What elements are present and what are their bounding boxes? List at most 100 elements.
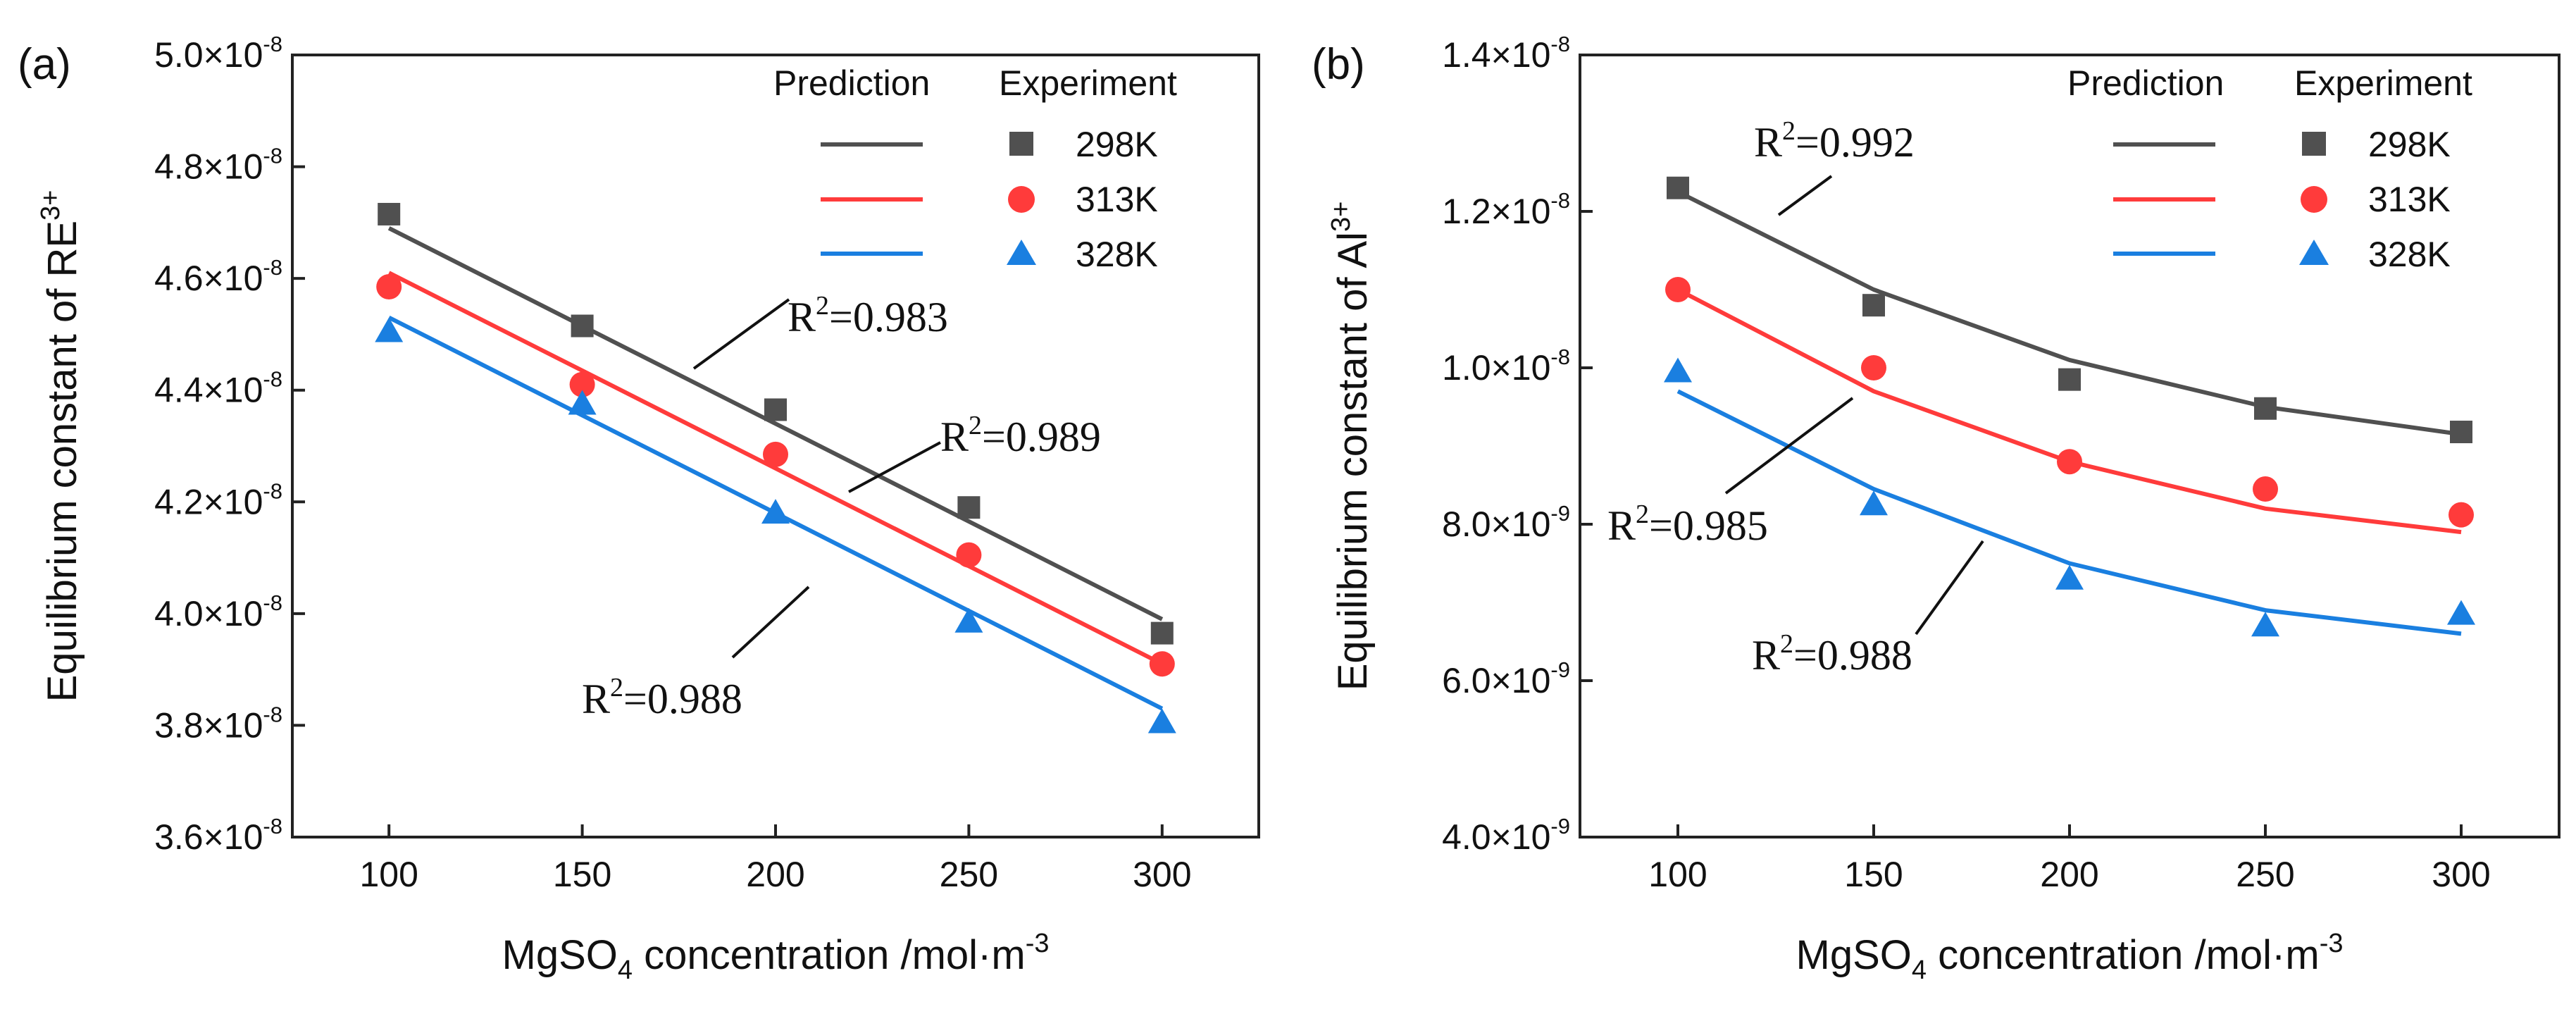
prediction-line-298k [1676,190,2462,437]
prediction-line-313k [387,271,1164,666]
y-tick-label: 6.0×10-9 [1442,657,1570,700]
legend-label-313k: 313K [1076,180,1158,219]
panel-a-prediction-lines [387,226,1164,711]
experiment-point-298k [2254,397,2277,420]
experiment-point-313k [1861,355,1886,380]
y-tick-label: 4.0×10-8 [154,590,282,633]
experiment-point-328k [2447,600,2475,625]
experiment-point-298k [764,398,787,421]
y-tick-label: 4.8×10-8 [154,144,282,187]
x-tick-label: 150 [1844,855,1903,894]
annotation-leader-b-313k [1724,397,1854,495]
y-tick-label: 3.8×10-8 [154,702,282,745]
panel-a-annotations: R2=0.983 R2=0.989 R2=0.988 [582,291,1101,722]
experiment-point-328k [761,499,790,524]
x-tick-label: 100 [1648,855,1707,894]
legend-experiment-header: Experiment [2294,63,2472,103]
legend-prediction-header: Prediction [2067,63,2224,103]
panel-a-y-ticks: 3.6×10-8 3.8×10-8 4.0×10-8 4.2×10-8 4.4×10-8… [154,32,305,857]
panel-b-plot-frame [1579,54,2561,838]
legend-marker-328k [1007,240,1036,265]
experiment-point-328k [1147,708,1176,733]
experiment-point-328k [1860,490,1888,516]
annotation-leader-b-298k [1777,175,1833,216]
legend-label-328k: 328K [2368,235,2451,274]
y-tick-label: 4.6×10-8 [154,255,282,298]
annotation-leader-b-328k [1915,540,1984,636]
legend-label-313k: 313K [2368,180,2451,219]
prediction-line-298k [387,226,1164,621]
annotation-a-328k: R2=0.988 [582,673,742,722]
experiment-point-298k [1150,621,1174,645]
y-tick-label: 1.0×10-8 [1442,345,1570,388]
panel-b-legend: Prediction Experiment 298K 313K 328K [2067,63,2472,274]
legend-label-298k: 298K [2368,125,2451,164]
legend-marker-298k [1009,132,1033,156]
annotation-a-313k: R2=0.989 [940,411,1101,460]
experiment-point-298k [1862,294,1885,317]
annotation-b-298k: R2=0.992 [1754,116,1915,166]
annotation-leader-a-298k [692,298,790,370]
x-tick-label: 200 [746,855,804,894]
panel-a-x-axis-title: MgSO4 concentration /mol·m-3 [502,929,1050,985]
experiment-point-313k [956,542,982,568]
experiment-point-328k [568,390,597,415]
y-tick-label: 4.4×10-8 [154,367,282,410]
panel-b-annotations: R2=0.992 R2=0.985 R2=0.988 [1607,116,1984,679]
y-tick-label: 4.2×10-8 [154,478,282,521]
annotation-b-313k: R2=0.985 [1607,500,1768,549]
legend-label-328k: 328K [1076,235,1158,274]
experiment-point-313k [569,371,595,397]
x-tick-label: 250 [2236,855,2294,894]
annotation-b-328k: R2=0.988 [1752,629,1912,679]
experiment-point-313k [2253,476,2278,502]
y-tick-label: 8.0×10-9 [1442,501,1570,544]
legend-experiment-header: Experiment [999,63,1177,103]
experiment-point-298k [2450,421,2472,444]
annotation-a-298k: R2=0.983 [788,291,948,340]
experiment-point-313k [1665,277,1691,302]
experiment-point-313k [376,274,402,300]
legend-marker-328k [2299,240,2329,265]
annotation-leader-a-313k [848,441,941,493]
x-tick-label: 100 [359,855,418,894]
panel-a-y-axis-title: Equilibrium constant of RE3+ [36,190,85,702]
y-tick-label: 4.0×10-9 [1442,814,1570,857]
x-tick-label: 200 [2040,855,2098,894]
panel-a-legend: Prediction Experiment 298K 313K 328K [773,63,1177,274]
panel-b-x-axis-title: MgSO4 concentration /mol·m-3 [1796,929,2344,985]
panel-a-x-ticks: 100 150 200 250 300 [359,824,1192,894]
experiment-point-328k [954,607,983,633]
panel-a: (a) 100 150 200 250 300 3.6×10-8 3.8×10-8 4.0×… [18,32,1260,985]
y-tick-label: 3.6×10-8 [154,814,282,857]
experiment-point-298k [2058,368,2081,391]
y-tick-label: 1.2×10-8 [1442,188,1570,231]
prediction-line-328k [1676,389,2462,636]
y-tick-label: 1.4×10-8 [1442,32,1570,75]
panel-a-label: (a) [18,40,71,89]
experiment-point-298k [1667,176,1689,199]
experiment-point-298k [378,202,401,225]
panel-a-experiment-markers [375,202,1176,733]
annotation-leader-a-328k [731,586,810,659]
experiment-point-328k [2251,612,2279,637]
x-tick-label: 150 [553,855,611,894]
experiment-point-313k [763,441,788,467]
panel-b-experiment-markers [1664,176,2475,637]
experiment-point-313k [1149,651,1175,677]
experiment-point-298k [957,496,981,519]
y-tick-label: 5.0×10-8 [154,32,282,75]
legend-label-298k: 298K [1076,125,1158,164]
panel-b: (b) 100 150 200 250 300 4.0×10-9 6.0×10-9 8.0×… [1312,32,2561,985]
x-tick-label: 250 [940,855,998,894]
panel-b-y-axis-title: Equilibrium constant of Al3+ [1326,202,1376,691]
experiment-point-328k [1664,357,1692,383]
experiment-point-313k [2057,449,2082,475]
experiment-point-328k [2055,564,2084,590]
panel-b-x-ticks: 100 150 200 250 300 [1648,824,2491,894]
x-tick-label: 300 [1133,855,1191,894]
experiment-point-298k [571,314,594,338]
x-tick-label: 300 [2432,855,2490,894]
legend-marker-313k [1008,186,1035,213]
experiment-point-328k [375,317,404,342]
